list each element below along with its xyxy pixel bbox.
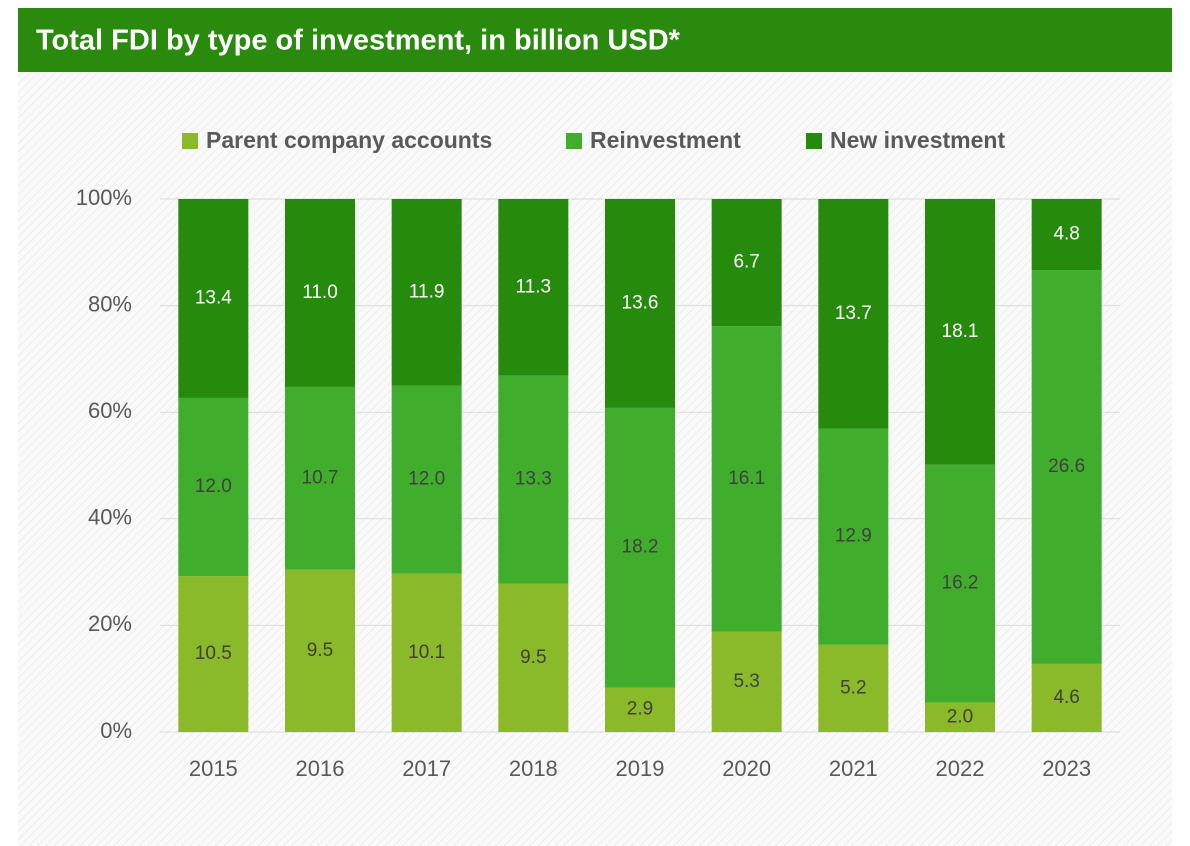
value-label: 12.0 [408, 469, 445, 490]
bar-segment [285, 569, 355, 732]
value-label: 5.3 [733, 671, 759, 692]
bar-segment [285, 386, 355, 570]
value-label: 13.7 [835, 303, 872, 324]
value-label: 16.2 [942, 573, 979, 594]
value-label: 11.9 [409, 281, 445, 302]
value-label: 13.3 [515, 469, 552, 490]
y-tick-label: 60% [88, 398, 132, 423]
value-label: 11.0 [302, 282, 338, 303]
y-tick-label: 80% [88, 291, 132, 316]
x-tick-label: 2020 [722, 756, 771, 781]
value-label: 18.2 [622, 537, 659, 558]
bar-segment [605, 199, 675, 408]
x-tick-label: 2015 [189, 756, 238, 781]
value-label: 26.6 [1048, 456, 1085, 477]
value-label: 9.5 [307, 640, 333, 661]
bar-segment [285, 199, 355, 387]
bar-segment [178, 199, 249, 398]
bar-segment [711, 199, 782, 327]
legend-swatch [182, 133, 198, 149]
bar-segment [925, 464, 995, 703]
bar-segment [391, 385, 462, 574]
title-band [18, 8, 1172, 72]
bar-segment [818, 428, 889, 645]
value-label: 10.1 [408, 642, 445, 663]
x-tick-label: 2023 [1042, 756, 1091, 781]
bar-segment [498, 375, 569, 584]
value-label: 2.9 [627, 699, 653, 720]
legend-label: Parent company accounts [206, 127, 492, 153]
bar-segment [925, 702, 995, 732]
bar-segment [498, 583, 569, 732]
bar-segment [1031, 663, 1102, 732]
x-tick-label: 2019 [616, 756, 665, 781]
bar-segment [391, 199, 462, 386]
bar-segment [1031, 270, 1102, 664]
bar-segment [178, 576, 249, 732]
legend-swatch [566, 133, 582, 149]
y-tick-label: 40% [88, 505, 132, 530]
value-label: 6.7 [733, 252, 759, 273]
bar-segment [711, 326, 782, 632]
bar-segment [391, 573, 462, 732]
chart-title: Total FDI by type of investment, in bill… [36, 25, 681, 57]
value-label: 12.0 [195, 476, 232, 497]
legend-swatch [806, 133, 822, 149]
x-tick-label: 2016 [296, 756, 345, 781]
value-label: 18.1 [942, 321, 979, 342]
x-tick-label: 2022 [936, 756, 985, 781]
legend-label: New investment [830, 127, 1005, 153]
bar-segment [178, 397, 249, 577]
legend-label: Reinvestment [590, 127, 741, 153]
bar-segment [1031, 199, 1102, 271]
bar-segment [605, 407, 675, 688]
y-tick-label: 20% [88, 611, 132, 636]
value-label: 4.6 [1053, 687, 1079, 708]
x-tick-label: 2021 [829, 756, 878, 781]
x-tick-label: 2018 [509, 756, 558, 781]
bar-segment [925, 199, 995, 465]
y-tick-label: 0% [100, 718, 132, 743]
value-label: 9.5 [520, 647, 546, 668]
value-label: 13.4 [195, 287, 232, 308]
bar-segment [498, 199, 569, 376]
value-label: 16.1 [728, 468, 765, 489]
value-label: 2.0 [947, 706, 973, 727]
x-tick-label: 2017 [402, 756, 451, 781]
y-tick-label: 100% [76, 185, 132, 210]
bar-segment [818, 644, 889, 732]
value-label: 4.8 [1053, 224, 1079, 245]
value-label: 13.6 [622, 292, 659, 313]
bar-segment [605, 687, 675, 732]
value-label: 5.2 [840, 677, 866, 698]
value-label: 12.9 [835, 526, 872, 547]
bar-segment [711, 631, 782, 732]
value-label: 10.5 [195, 643, 232, 664]
value-label: 11.3 [516, 276, 552, 297]
bar-segment [818, 199, 889, 429]
value-label: 10.7 [302, 467, 339, 488]
